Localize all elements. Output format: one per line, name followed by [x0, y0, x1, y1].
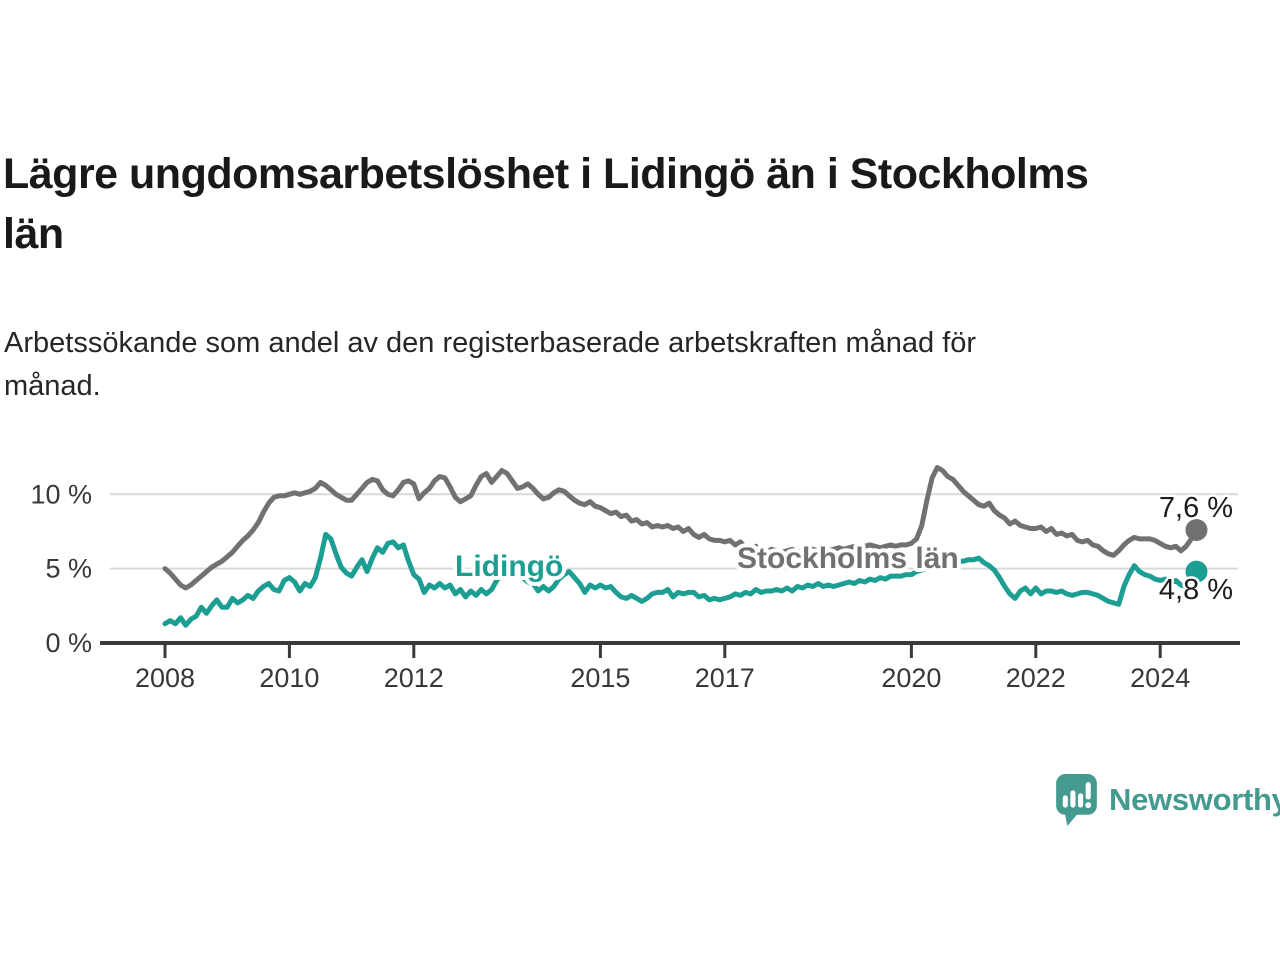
series-line-stockholms-lan: [162, 465, 1199, 591]
x-axis-label-2010: 2010: [259, 663, 319, 693]
series-label-lidingo: Lidingö: [455, 550, 563, 583]
page-subtitle-line-1: Arbetssökande som andel av den registerb…: [4, 327, 977, 359]
end-value-label-stockholms-lan: 7,6 %: [1159, 492, 1233, 524]
x-axis-label-2022: 2022: [1006, 663, 1066, 693]
x-axis-label-2015: 2015: [570, 663, 630, 693]
newsworthy-wordmark: Newsworthy: [1109, 781, 1280, 817]
y-axis-label-10: 10 %: [30, 479, 92, 509]
x-axis-label-2020: 2020: [881, 663, 941, 693]
bar-chart-speech-bubble-icon: [1056, 774, 1097, 826]
page-subtitle: Arbetssökande som andel av den registerb…: [4, 322, 1224, 408]
page-subtitle-line-2: månad.: [4, 370, 101, 402]
x-axis-label-2012: 2012: [384, 663, 444, 693]
page-title: Lägre ungdomsarbetslöshet i Lidingö än i…: [3, 144, 1275, 264]
x-axis-label-2024: 2024: [1130, 663, 1190, 693]
page-title-line-2: län: [3, 210, 64, 258]
page-title-line-1: Lägre ungdomsarbetslöshet i Lidingö än i…: [3, 150, 1089, 198]
end-dot-stockholms-lan: [1185, 518, 1208, 541]
newsworthy-logo: Newsworthy: [1054, 772, 1280, 827]
y-axis-label-5: 5 %: [45, 554, 92, 584]
end-dot-lidingo: [1185, 560, 1208, 583]
x-axis-label-2017: 2017: [695, 663, 755, 693]
series-label-stockholms-lan: Stockholms län: [737, 542, 959, 575]
x-axis-label-2008: 2008: [135, 663, 195, 693]
end-value-label-lidingo: 4,8 %: [1159, 574, 1233, 606]
y-axis-label-0: 0 %: [45, 628, 92, 658]
series-line-lidingo: [162, 531, 1199, 628]
